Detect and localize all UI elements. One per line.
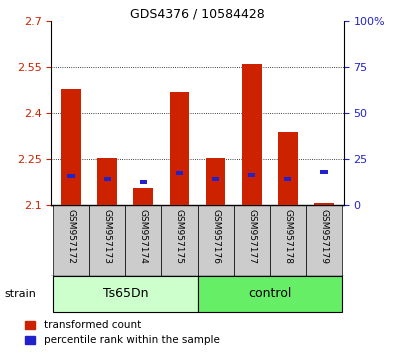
- Text: strain: strain: [4, 289, 36, 299]
- Text: GSM957175: GSM957175: [175, 209, 184, 264]
- Bar: [248, 173, 256, 177]
- Bar: [198, 276, 342, 312]
- Bar: [176, 171, 183, 175]
- Bar: [212, 177, 219, 181]
- Text: GSM957172: GSM957172: [67, 209, 76, 264]
- Text: GSM957179: GSM957179: [319, 209, 328, 264]
- Bar: [242, 64, 261, 205]
- Bar: [306, 205, 342, 276]
- Bar: [139, 180, 147, 184]
- Bar: [97, 158, 117, 205]
- Text: GSM957177: GSM957177: [247, 209, 256, 264]
- Text: GSM957174: GSM957174: [139, 209, 148, 264]
- Text: Ts65Dn: Ts65Dn: [103, 287, 148, 300]
- Text: GSM957173: GSM957173: [103, 209, 112, 264]
- Bar: [320, 170, 327, 173]
- Title: GDS4376 / 10584428: GDS4376 / 10584428: [130, 7, 265, 20]
- Text: GSM957178: GSM957178: [283, 209, 292, 264]
- Bar: [103, 177, 111, 181]
- Bar: [284, 177, 292, 181]
- Bar: [53, 205, 89, 276]
- Bar: [270, 205, 306, 276]
- Bar: [125, 205, 162, 276]
- Bar: [162, 205, 198, 276]
- Bar: [278, 132, 298, 205]
- Bar: [206, 158, 226, 205]
- Bar: [134, 188, 153, 205]
- Bar: [53, 276, 198, 312]
- Text: control: control: [248, 287, 292, 300]
- Bar: [169, 92, 189, 205]
- Bar: [89, 205, 125, 276]
- Bar: [68, 174, 75, 178]
- Bar: [314, 203, 334, 205]
- Bar: [233, 205, 270, 276]
- Text: GSM957176: GSM957176: [211, 209, 220, 264]
- Legend: transformed count, percentile rank within the sample: transformed count, percentile rank withi…: [25, 320, 220, 346]
- Bar: [61, 89, 81, 205]
- Bar: [198, 205, 233, 276]
